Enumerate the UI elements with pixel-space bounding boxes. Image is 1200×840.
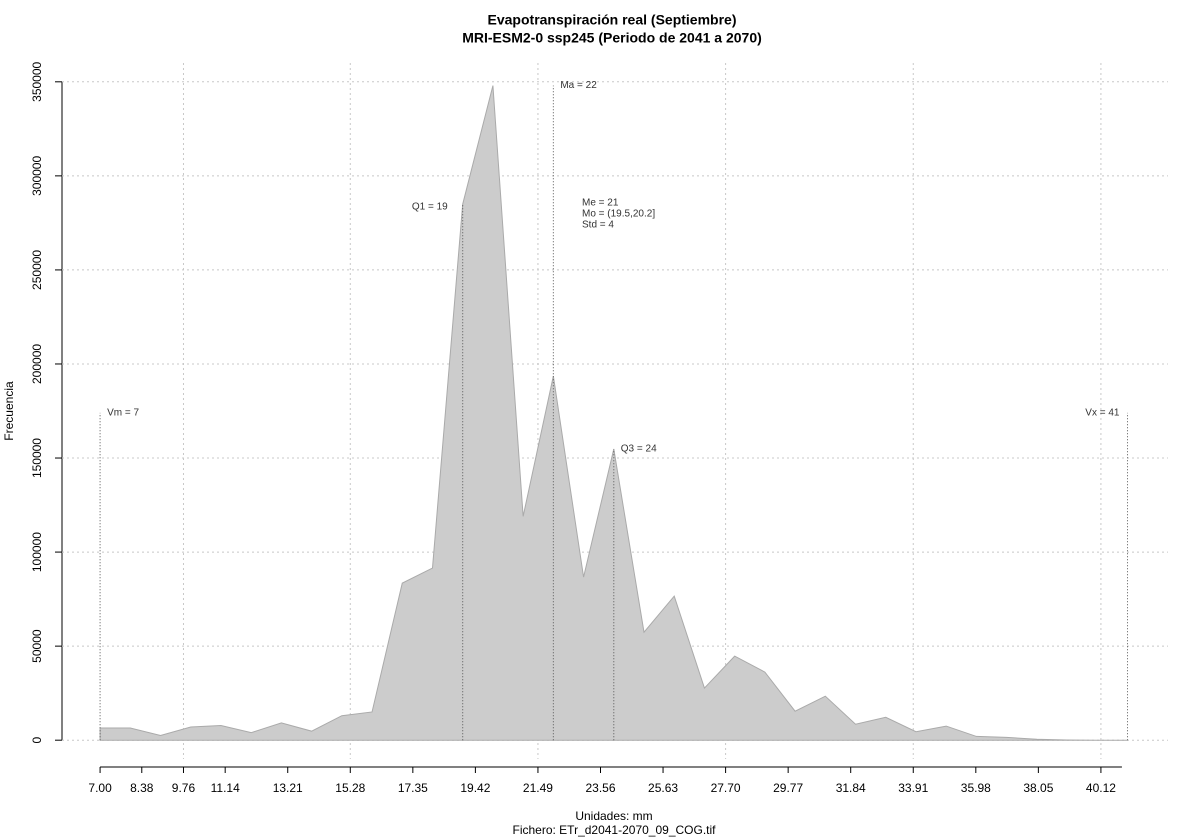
marker-label: Vm = 7 [107,408,139,419]
x-tick-label: 23.56 [585,781,615,795]
y-tick-label: 200000 [30,344,44,384]
chart-title: Evapotranspiración real (Septiembre) [488,12,737,28]
y-tick-label: 0 [30,737,44,744]
y-tick-label: 50000 [30,629,44,663]
x-tick-label: 40.12 [1086,781,1116,795]
x-tick-label: 35.98 [961,781,991,795]
x-tick-label: 9.76 [172,781,196,795]
x-tick-label: 27.70 [711,781,741,795]
marker-label: Q3 = 24 [621,444,657,455]
y-axis-label: Frecuencia [2,381,16,441]
x-tick-label: 38.05 [1023,781,1053,795]
caption: Fichero: ETr_d2041-2070_09_COG.tif [513,823,717,837]
y-tick-label: 300000 [30,156,44,196]
x-tick-label: 33.91 [898,781,928,795]
x-tick-label: 11.14 [211,781,240,795]
y-tick-label: 100000 [30,532,44,572]
x-tick-label: 7.00 [88,781,112,795]
marker-label: Ma = 22 [560,80,597,91]
stat-label: Mo = (19.5,20.2] [582,209,655,220]
y-tick-label: 250000 [30,250,44,290]
x-tick-label: 25.63 [648,781,678,795]
x-tick-label: 8.38 [130,781,154,795]
stat-label: Std = 4 [582,220,614,231]
y-tick-label: 350000 [30,61,44,101]
stat-label: Me = 21 [582,198,619,209]
chart-subtitle: MRI-ESM2-0 ssp245 (Periodo de 2041 a 207… [462,30,762,46]
x-tick-label: 15.28 [335,781,365,795]
x-tick-label: 29.77 [773,781,803,795]
x-axis-label: Unidades: mm [575,809,652,823]
x-tick-label: 17.35 [398,781,428,795]
marker-label: Vx = 41 [1085,408,1120,419]
x-tick-label: 19.42 [460,781,490,795]
x-tick-label: 13.21 [273,781,303,795]
y-tick-label: 150000 [30,438,44,478]
x-tick-label: 21.49 [523,781,553,795]
marker-label: Q1 = 19 [412,202,448,213]
x-tick-label: 31.84 [836,781,866,795]
